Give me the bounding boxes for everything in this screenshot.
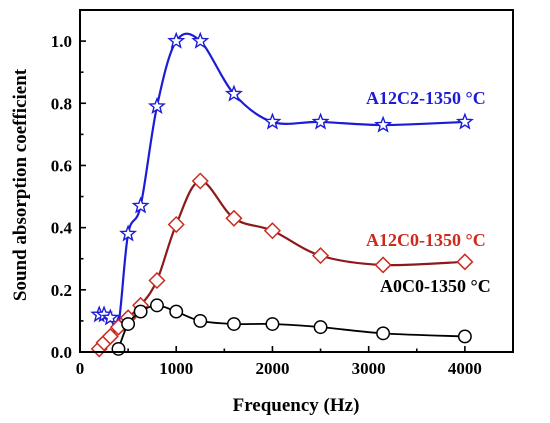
data-point-diamond [225,209,243,227]
data-point-circle [265,317,280,331]
plot-frame [79,9,514,353]
data-point-star [131,196,150,214]
data-point-star [191,31,210,49]
data-point-star [374,115,393,133]
x-tick-label: 0 [76,359,85,378]
data-point-diamond [263,222,282,240]
data-point-circle [133,304,148,319]
data-point-star [311,112,330,130]
series-label-a12c2: A12C2-1350 °C [366,88,486,108]
data-point-circle [121,317,136,331]
plot-area [90,31,474,358]
data-point-diamond [456,253,474,271]
x-axis-title: Frequency (Hz) [233,395,360,416]
data-point-diamond [101,327,119,346]
data-point-star [224,84,243,102]
data-point-star [455,112,474,130]
y-tick-label: 0.0 [51,343,72,362]
data-point-star [119,224,138,242]
data-point-circle [313,320,328,335]
x-tick-label: 4000 [448,359,482,378]
data-point-diamond [148,271,166,290]
data-point-star [263,112,282,130]
y-tick-label: 0.4 [51,219,73,238]
data-point-star [101,308,120,326]
series-label-a12c0: A12C0-1350 °C [366,230,486,250]
data-point-diamond [191,172,209,190]
y-tick-label: 1.0 [51,32,72,51]
data-point-diamond [167,215,185,234]
data-point-circle [111,341,126,356]
data-point-circle [193,313,208,328]
data-point-star [167,31,186,49]
data-point-circle [169,304,184,319]
x-tick-label: 2000 [255,359,289,378]
series-1 [90,172,474,358]
data-point-circle [150,298,164,313]
y-tick-label: 0.8 [51,94,72,113]
series-label-a0c0: A0C0-1350 °C [380,276,491,296]
data-point-diamond [374,256,392,274]
y-tick-label: 0.2 [51,281,72,300]
data-point-diamond [311,247,330,265]
y-axis-title: Sound absorption coefficient [10,68,31,301]
data-point-circle [457,329,472,344]
data-point-circle [227,317,241,331]
x-tick-label: 1000 [159,359,193,378]
axes: 0 1000 2000 3000 4000 0.0 0.2 0.4 0.6 0.8 1.0 [51,9,514,378]
x-tick-label: 3000 [352,359,386,378]
data-point-circle [376,326,391,341]
data-point-star [147,96,166,115]
y-tick-label: 0.6 [51,156,72,175]
series-2 [111,298,472,356]
